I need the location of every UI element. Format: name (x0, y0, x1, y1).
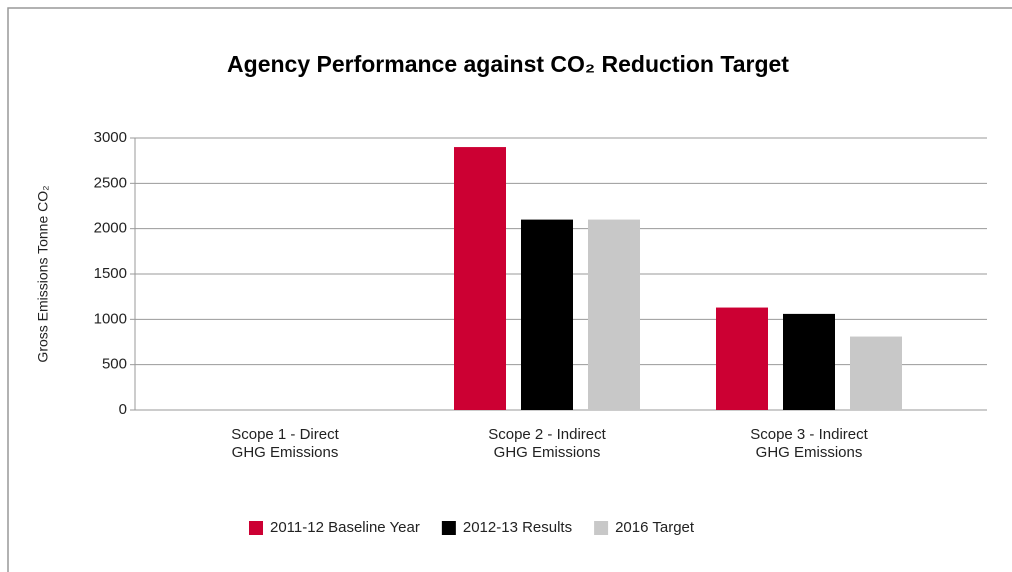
y-tick-label: 500 (102, 356, 127, 373)
legend-label: 2011-12 Baseline Year (270, 519, 420, 536)
bar (521, 219, 573, 410)
x-tick-label: Scope 3 - Indirect GHG Emissions (750, 426, 868, 461)
y-tick-label: 1500 (94, 265, 127, 282)
y-tick-label: 3000 (94, 129, 127, 146)
x-tick-label: Scope 2 - Indirect GHG Emissions (488, 426, 606, 461)
legend-label: 2012-13 Results (463, 519, 572, 536)
bar (716, 307, 768, 410)
bar (850, 336, 902, 410)
y-tick-label: 1000 (94, 310, 127, 327)
y-tick-label: 2500 (94, 174, 127, 191)
legend-swatch (594, 521, 609, 535)
y-tick-label: 0 (119, 401, 127, 418)
y-tick-label: 2000 (94, 220, 127, 237)
legend-swatch (249, 521, 263, 535)
bar (588, 219, 640, 410)
y-axis-label: Gross Emissions Tonne CO₂ (35, 185, 51, 362)
legend-swatch (441, 521, 456, 535)
x-tick-label: Scope 1 - Direct GHG Emissions (231, 426, 339, 461)
bar (783, 313, 835, 410)
chart-title: Agency Performance against CO₂ Reduction… (227, 51, 789, 77)
bar (454, 147, 506, 411)
legend-label: 2016 Target (615, 519, 695, 536)
frame (7, 7, 1012, 572)
